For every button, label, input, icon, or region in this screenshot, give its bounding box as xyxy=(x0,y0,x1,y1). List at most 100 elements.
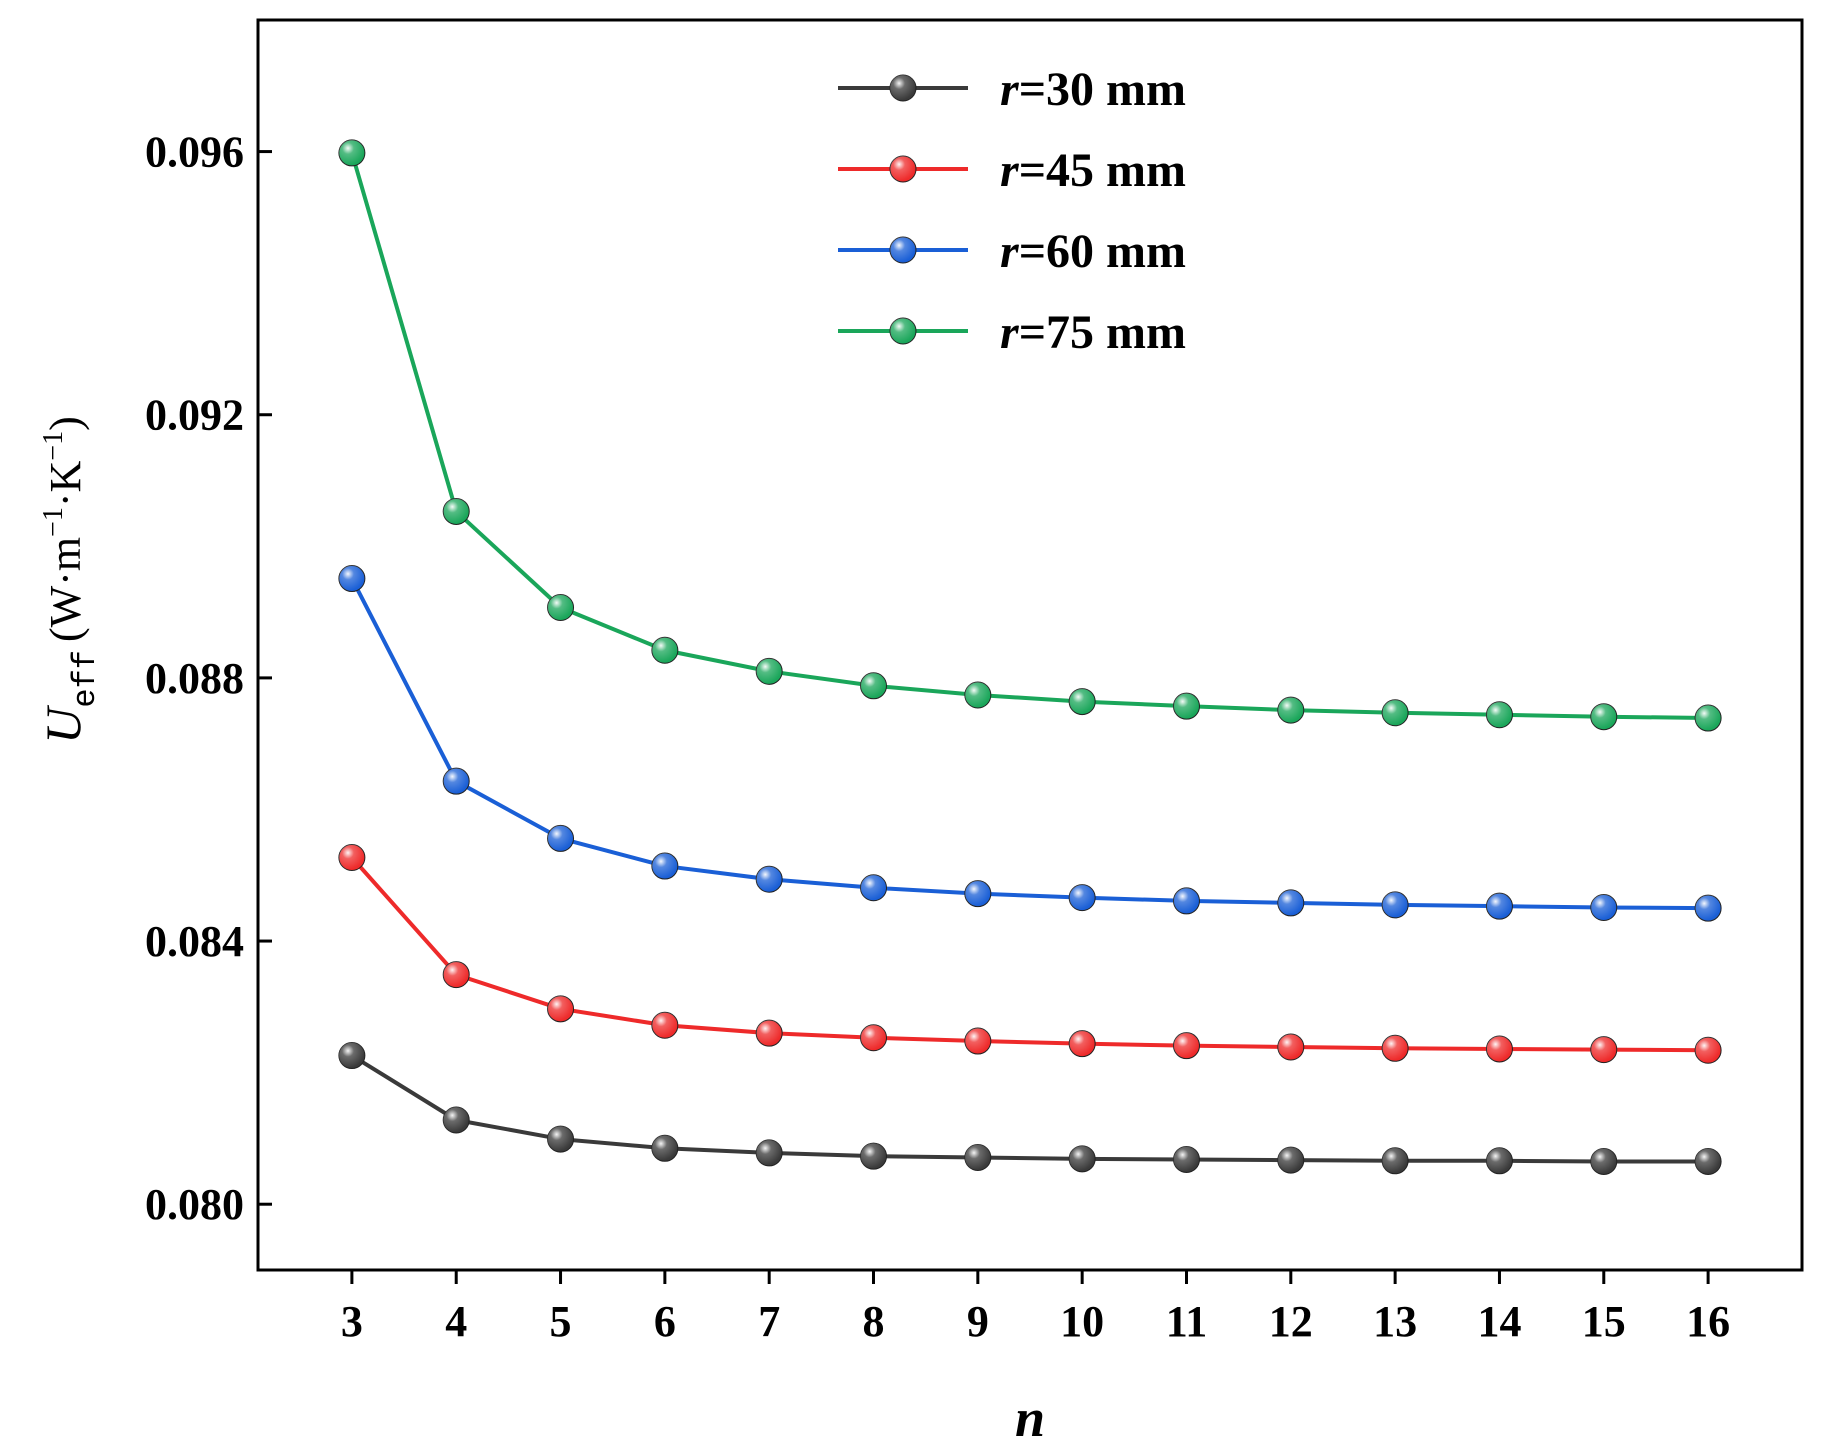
legend-item: r=75 mm xyxy=(838,306,1186,359)
x-tick-label: 3 xyxy=(341,1297,363,1346)
data-point-highlight xyxy=(338,565,365,592)
legend-marker-highlight xyxy=(890,237,916,263)
series-3 xyxy=(338,139,1722,732)
series-layer xyxy=(338,139,1722,1175)
legend-label-var: r xyxy=(1000,63,1020,116)
x-tick-label: 6 xyxy=(654,1297,676,1346)
y-axis-title-unit-close: ) xyxy=(41,416,90,431)
data-point-highlight xyxy=(1382,699,1409,726)
data-point-highlight xyxy=(1277,1033,1304,1060)
y-tick-label: 0.088 xyxy=(145,654,244,703)
data-point-highlight xyxy=(1695,1037,1722,1064)
data-point-highlight xyxy=(547,1126,574,1153)
legend-label: r=30 mm xyxy=(1000,63,1186,116)
data-point-highlight xyxy=(547,825,574,852)
data-point-highlight xyxy=(443,768,470,795)
series-1 xyxy=(338,844,1722,1064)
series-line xyxy=(350,577,1709,911)
data-point-highlight xyxy=(1069,1145,1096,1172)
data-point-highlight xyxy=(651,1012,678,1039)
x-tick-label: 12 xyxy=(1269,1297,1313,1346)
data-point-highlight xyxy=(1486,893,1513,920)
y-axis-title-subscript: eff xyxy=(67,650,104,708)
data-point-highlight xyxy=(756,658,783,685)
legend-label-rest: =30 mm xyxy=(1019,63,1186,116)
data-point-highlight xyxy=(1069,1030,1096,1057)
data-point-highlight xyxy=(860,1024,887,1051)
data-point-highlight xyxy=(1590,1036,1617,1063)
data-point-highlight xyxy=(547,594,574,621)
data-point-highlight xyxy=(1695,895,1722,922)
data-point-highlight xyxy=(338,1042,365,1069)
legend-label-var: r xyxy=(1000,225,1020,278)
data-point-highlight xyxy=(1695,1148,1722,1175)
y-axis-title-unit-open: (W·m xyxy=(41,537,90,642)
y-axis-title-exponent-2: −1 xyxy=(38,431,69,461)
data-point-highlight xyxy=(1069,688,1096,715)
data-point-highlight xyxy=(860,874,887,901)
series-2 xyxy=(338,565,1722,922)
data-point-highlight xyxy=(338,139,365,166)
y-tick-label: 0.092 xyxy=(145,391,244,440)
data-point-highlight xyxy=(1277,1147,1304,1174)
x-tick-label: 7 xyxy=(758,1297,780,1346)
data-point-highlight xyxy=(1277,697,1304,724)
x-tick-label: 14 xyxy=(1477,1297,1521,1346)
data-point-highlight xyxy=(1173,1032,1200,1059)
data-point-highlight xyxy=(651,1135,678,1162)
legend-item: r=30 mm xyxy=(838,63,1186,116)
data-point-highlight xyxy=(860,1143,887,1170)
y-axis: 0.080 0.084 0.088 0.092 0.096 xyxy=(145,128,272,1229)
x-tick-label: 13 xyxy=(1373,1297,1417,1346)
x-tick-label: 16 xyxy=(1686,1297,1730,1346)
data-point-highlight xyxy=(756,1139,783,1166)
legend-label-rest: =45 mm xyxy=(1019,144,1186,197)
data-point-highlight xyxy=(1486,701,1513,728)
data-point-highlight xyxy=(547,995,574,1022)
data-point-highlight xyxy=(1069,884,1096,911)
legend-marker-highlight xyxy=(890,75,916,101)
data-point-highlight xyxy=(756,1020,783,1047)
x-tick-label: 8 xyxy=(863,1297,885,1346)
legend-label-var: r xyxy=(1000,306,1020,359)
data-point-highlight xyxy=(651,637,678,664)
legend: r=30 mmr=45 mmr=60 mmr=75 mm xyxy=(838,63,1186,359)
legend-label-rest: =75 mm xyxy=(1019,306,1186,359)
data-point-highlight xyxy=(1590,1148,1617,1175)
y-axis-title-unit-mid: ·K xyxy=(41,461,90,508)
data-point-highlight xyxy=(1590,894,1617,921)
data-point-highlight xyxy=(1695,705,1722,732)
legend-marker-highlight xyxy=(890,156,916,182)
legend-item: r=45 mm xyxy=(838,144,1186,197)
series-line xyxy=(349,152,1709,721)
legend-marker-highlight xyxy=(890,318,916,344)
data-point-highlight xyxy=(443,1107,470,1133)
data-point-highlight xyxy=(338,844,365,871)
data-point-highlight xyxy=(1382,1147,1409,1174)
data-point-highlight xyxy=(1486,1035,1513,1062)
data-point-highlight xyxy=(964,880,991,907)
data-point-highlight xyxy=(443,498,470,525)
legend-label-var: r xyxy=(1000,144,1020,197)
x-tick-label: 4 xyxy=(445,1297,467,1346)
legend-label: r=75 mm xyxy=(1000,306,1186,359)
data-point-highlight xyxy=(1382,1035,1409,1062)
y-tick-label: 0.080 xyxy=(145,1180,244,1229)
series-line xyxy=(350,1053,1709,1164)
data-point-highlight xyxy=(1590,703,1617,730)
x-axis: 3 4 5 6 7 8 9 10 11 12 13 14 15 16 xyxy=(341,1270,1730,1346)
x-tick-label: 5 xyxy=(550,1297,572,1346)
y-axis-title-exponent-1: −1 xyxy=(38,507,69,537)
series-line xyxy=(350,856,1709,1053)
data-point-highlight xyxy=(964,1144,991,1171)
legend-item: r=60 mm xyxy=(838,225,1186,278)
data-point-highlight xyxy=(1173,693,1200,720)
legend-label: r=60 mm xyxy=(1000,225,1186,278)
data-point-highlight xyxy=(1382,891,1409,918)
series-0 xyxy=(338,1042,1722,1175)
plot-frame xyxy=(256,18,1804,1272)
x-tick-label: 15 xyxy=(1582,1297,1626,1346)
data-point-highlight xyxy=(756,866,783,893)
data-point-highlight xyxy=(964,682,991,708)
svg-text:Ueff(W·m−1·K−1): Ueff(W·m−1·K−1) xyxy=(35,416,104,743)
